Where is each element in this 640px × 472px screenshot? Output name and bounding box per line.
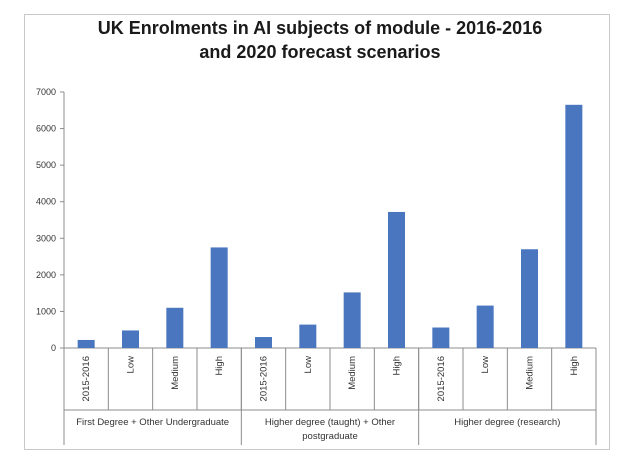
category-label: Medium — [170, 356, 181, 390]
bar — [166, 307, 184, 348]
y-tick-label: 7000 — [36, 87, 56, 97]
category-label: Medium — [525, 356, 536, 390]
category-label: Low — [126, 356, 137, 374]
category-label: Low — [303, 356, 314, 374]
category-labels: 2015-2016 Low Medium High 2015-2016 Low Medium… — [63, 348, 580, 410]
bar — [388, 211, 405, 348]
category-label: 2015-2016 — [436, 356, 447, 401]
bar — [476, 305, 494, 348]
category-label: High — [392, 356, 403, 376]
group-label: postgraduate — [302, 431, 357, 442]
bar — [432, 327, 450, 348]
chart-axes — [63, 92, 596, 349]
category-label: High — [214, 356, 225, 376]
category-label: Medium — [347, 356, 358, 390]
bar — [255, 337, 272, 348]
group-label: Higher degree (research) — [454, 417, 560, 428]
group-labels: First Degree + Other Undergraduate Higher… — [63, 348, 597, 445]
bar — [521, 249, 538, 348]
category-label: Low — [480, 356, 491, 374]
y-tick-label: 1000 — [36, 306, 56, 316]
category-label: 2015-2016 — [81, 356, 92, 401]
bar — [343, 292, 361, 348]
y-tick-label: 2000 — [36, 270, 56, 280]
group-label: First Degree + Other Undergraduate — [76, 417, 229, 428]
chart-title-line-2: and 2020 forecast scenarios — [199, 42, 441, 62]
category-label: High — [569, 356, 580, 376]
y-tick-label: 4000 — [36, 197, 56, 207]
chart-title: UK Enrolments in AI subjects of module -… — [0, 16, 640, 64]
bar — [299, 324, 317, 348]
bar — [122, 330, 139, 348]
chart-frame — [24, 14, 610, 450]
group-label: Higher degree (taught) + Other — [265, 417, 395, 428]
chart-title-line-1: UK Enrolments in AI subjects of module -… — [97, 18, 543, 38]
y-tick-label: 6000 — [36, 124, 56, 134]
y-tick-label: 0 — [51, 343, 56, 353]
bar — [210, 247, 228, 348]
y-tick-label: 5000 — [36, 160, 56, 170]
bar — [565, 104, 583, 348]
category-label: 2015-2016 — [259, 356, 270, 401]
bars — [77, 104, 583, 348]
bar — [77, 339, 95, 348]
y-axis-ticks: 0 1000 2000 3000 4000 5000 6000 7000 — [36, 87, 64, 353]
y-tick-label: 3000 — [36, 233, 56, 243]
